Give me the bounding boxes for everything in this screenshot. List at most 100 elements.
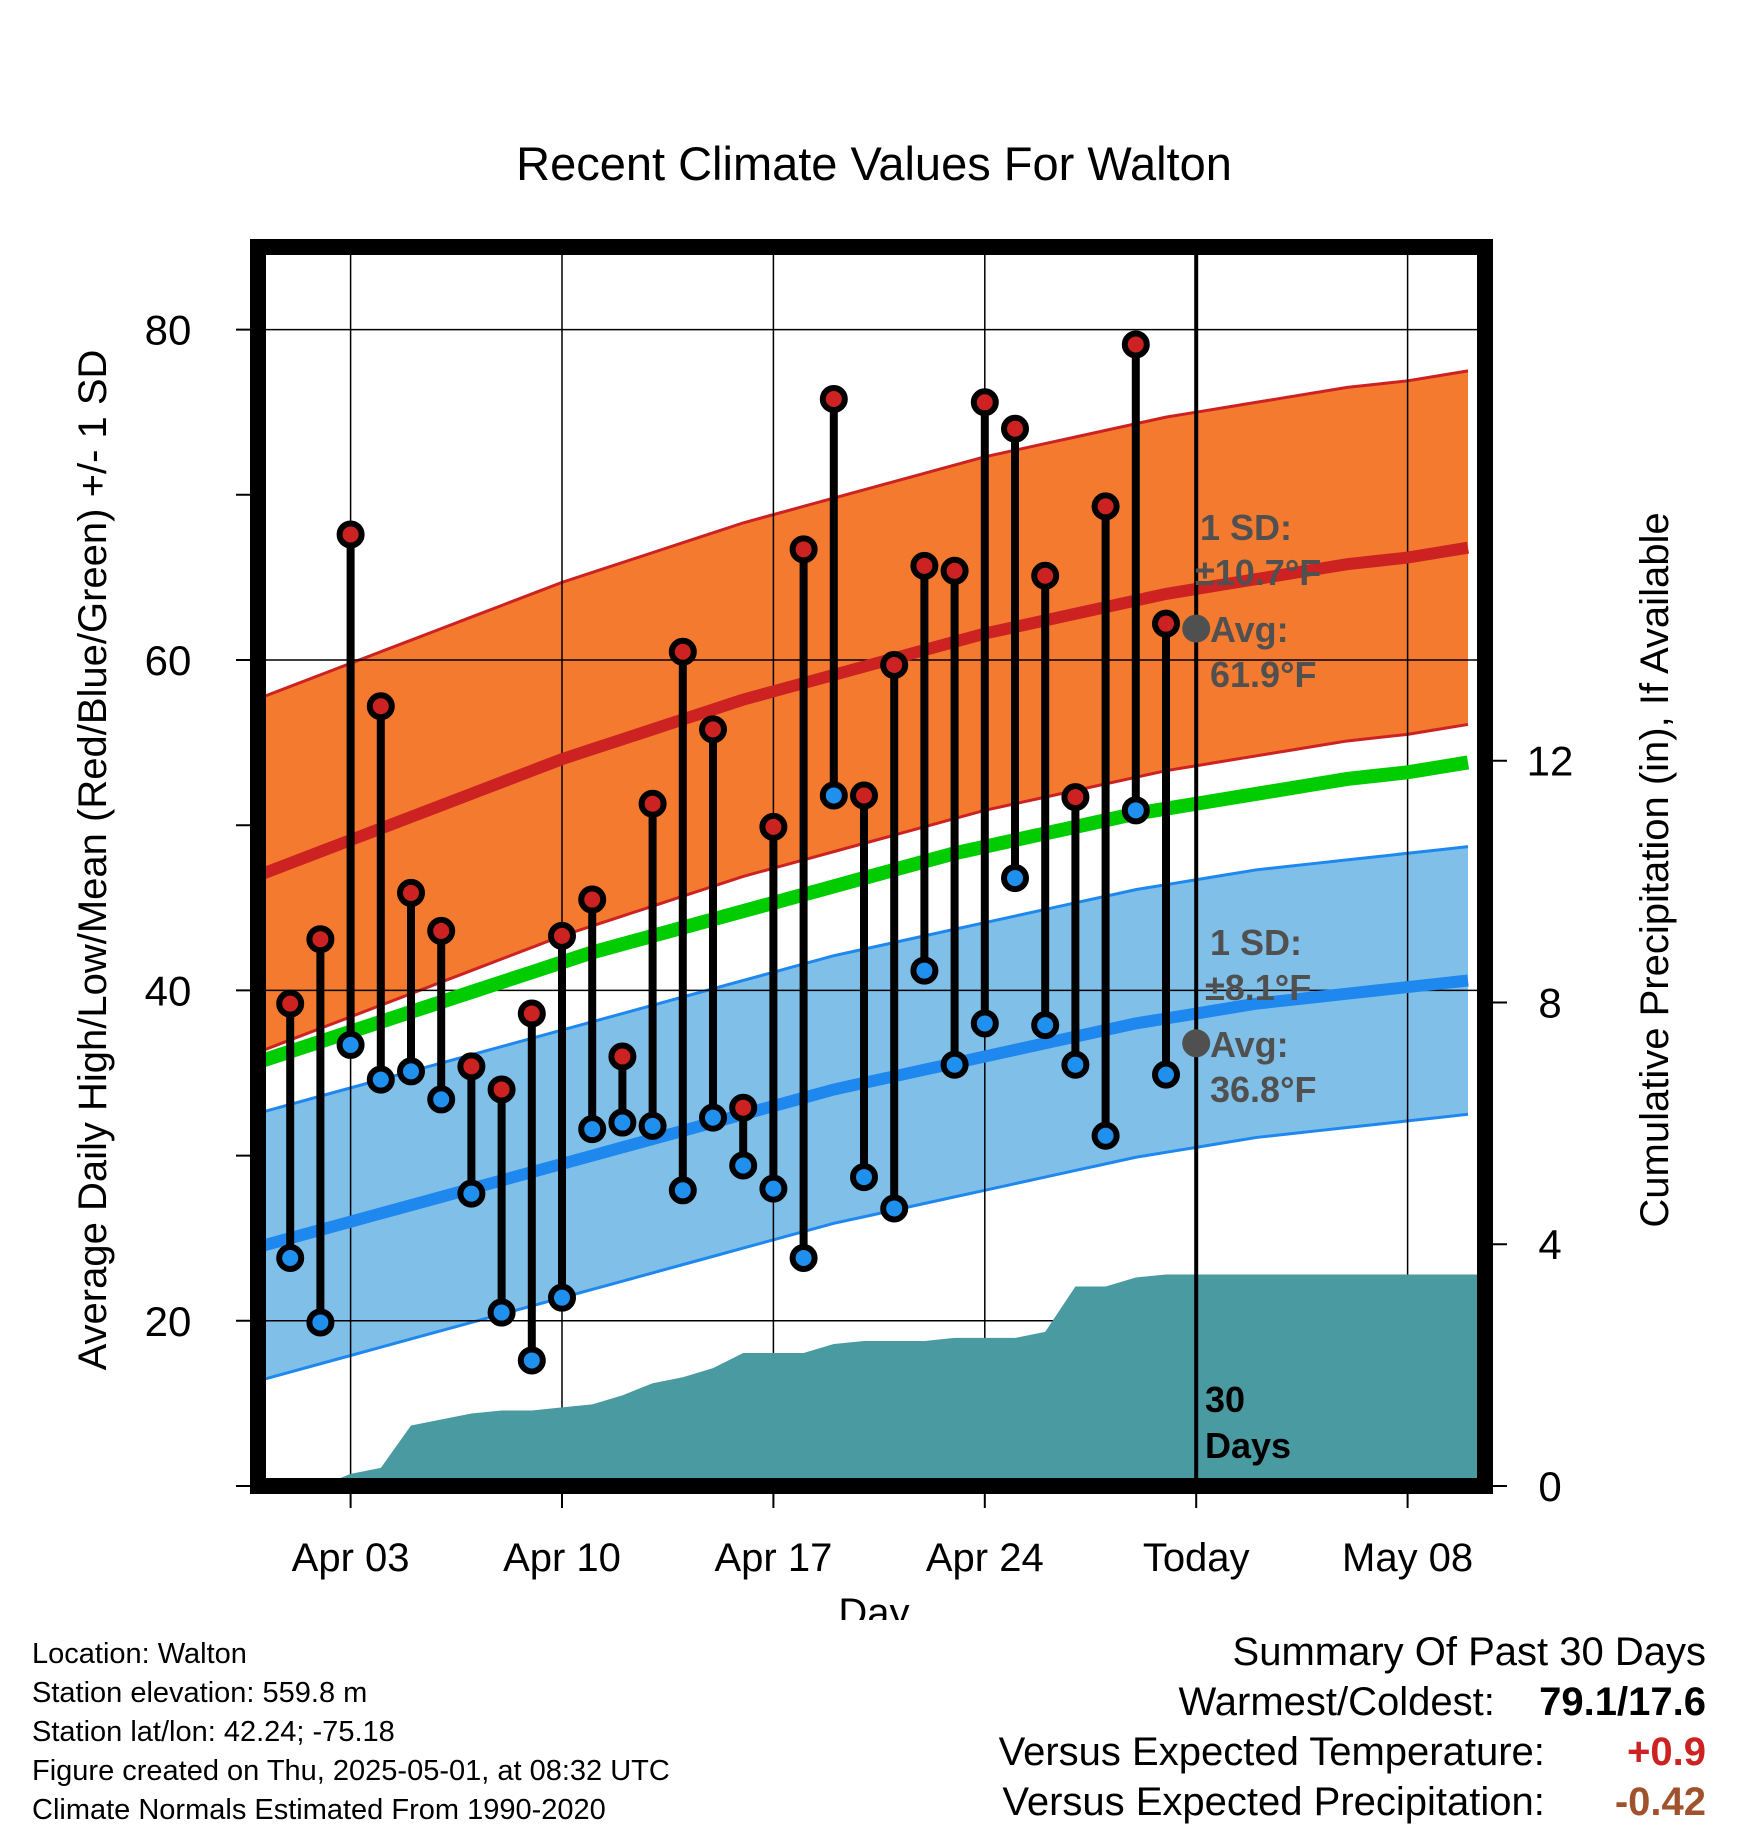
daily-high-point: [517, 999, 546, 1028]
summary-precip-row: Versus Expected Precipitation: -0.42: [999, 1777, 1706, 1827]
days-label-number: 30: [1205, 1379, 1245, 1420]
high-avg-label: Avg:: [1210, 609, 1289, 650]
elevation-text: Station elevation: 559.8 m: [32, 1677, 368, 1709]
y2-axis-label: Cumulative Precipitation (in), If Availa…: [1633, 512, 1677, 1227]
daily-high-point: [729, 1093, 758, 1122]
daily-high-point: [699, 715, 727, 744]
warmest-label: Warmest/Coldest:: [1178, 1680, 1495, 1724]
daily-low-point: [306, 1308, 335, 1337]
daily-high-point: [1001, 414, 1029, 443]
temp-label: Versus Expected Temperature:: [998, 1730, 1545, 1774]
created-text: Figure created on Thu, 2025-05-01, at 08…: [32, 1755, 670, 1787]
daily-high-point: [336, 520, 365, 549]
daily-high-point: [457, 1052, 486, 1081]
daily-low-point: [940, 1050, 969, 1079]
normal-high-line: [257, 541, 1469, 881]
x-axis-label: Day: [838, 1591, 909, 1620]
daily-high-point: [397, 878, 425, 907]
low-lower-edge: [259, 1112, 1469, 1382]
plot-frame: [250, 239, 1493, 1494]
daily-high-point: [548, 921, 576, 950]
y-tick-label: 80: [145, 307, 192, 354]
daily-high-point: [910, 551, 939, 580]
daily-high-point: [1091, 492, 1120, 521]
warmest-value: 79.1/17.6: [1539, 1680, 1706, 1724]
x-tick-label: Apr 17: [714, 1536, 832, 1580]
daily-high-point: [668, 637, 697, 666]
daily-low-point: [366, 1065, 395, 1094]
daily-low-point: [457, 1179, 486, 1208]
y-tick-label: 40: [145, 967, 192, 1014]
x-tick-label: Apr 10: [503, 1536, 621, 1580]
daily-high-point: [940, 556, 969, 585]
daily-low-point: [608, 1108, 637, 1137]
high-sd-label: 1 SD:: [1200, 507, 1292, 548]
daily-low-point: [487, 1298, 516, 1327]
summary-temp-row: Versus Expected Temperature: +0.9: [999, 1727, 1706, 1777]
summary-heading: Summary Of Past 30 Days: [1232, 1630, 1706, 1674]
high-avg-marker: [1182, 614, 1211, 643]
chart-title: Recent Climate Values For Walton: [516, 137, 1232, 190]
daily-high-point: [970, 388, 999, 417]
daily-low-point: [970, 1009, 999, 1038]
daily-low-point: [910, 956, 939, 985]
station-info: Location: Walton Station elevation: 559.…: [32, 1635, 670, 1830]
daily-low-point: [819, 781, 848, 810]
x-tick-label: Apr 24: [926, 1536, 1044, 1580]
daily-high-point: [578, 885, 607, 914]
y2-tick-label: 0: [1538, 1463, 1561, 1510]
daily-high-point: [608, 1042, 637, 1071]
y-tick-label: 20: [145, 1298, 192, 1345]
daily-high-point: [427, 916, 456, 945]
daily-high-point: [850, 781, 878, 810]
daily-low-point: [548, 1283, 576, 1312]
summary-warmest-row: Warmest/Coldest: 79.1/17.6: [999, 1677, 1707, 1727]
daily-high-point: [487, 1075, 516, 1104]
daily-high-point: [759, 812, 788, 841]
axes-layer: 20 40 60 80 0 4 8 12 Apr 03 Apr 10 Apr 17 Apr 24 Tod…: [145, 239, 1574, 1580]
daily-low-point: [789, 1244, 818, 1273]
daily-low-point: [578, 1115, 607, 1144]
daily-low-point: [427, 1085, 456, 1114]
daily-low-point: [1001, 864, 1029, 893]
daily-high-point: [880, 650, 909, 679]
daily-low-point: [276, 1244, 305, 1273]
daily-low-point: [1152, 1060, 1180, 1089]
y2-tick-label: 12: [1527, 738, 1574, 785]
precip-label: Versus Expected Precipitation:: [1002, 1780, 1545, 1824]
daily-low-point: [850, 1163, 878, 1192]
y-axis-label: Average Daily High/Low/Mean (Red/Blue/Gr…: [71, 350, 115, 1371]
low-avg-value: 36.8°F: [1210, 1069, 1316, 1110]
daily-low-point: [668, 1176, 697, 1205]
daily-high-point: [306, 925, 335, 954]
precip-area: [260, 1274, 1485, 1486]
daily-low-point: [638, 1111, 667, 1140]
daily-low-point: [517, 1346, 546, 1375]
daily-high-point: [1061, 783, 1090, 812]
y-tick-label: 60: [145, 637, 192, 684]
precip-layer: [260, 1274, 1485, 1486]
low-avg-marker: [1182, 1029, 1211, 1058]
daily-low-point: [1121, 796, 1150, 825]
x-tick-label: May 08: [1342, 1536, 1473, 1580]
daily-high-point: [789, 535, 818, 564]
daily-high-point: [276, 989, 305, 1018]
daily-bars-layer: [276, 330, 1180, 1375]
y2-tick-label: 4: [1538, 1221, 1561, 1268]
high-sd-value: ±10.7°F: [1195, 552, 1321, 593]
daily-high-point: [1121, 330, 1150, 359]
daily-high-point: [819, 384, 848, 413]
high-upper-edge: [259, 369, 1469, 700]
daily-low-point: [1091, 1121, 1120, 1150]
daily-low-point: [699, 1103, 727, 1132]
latlon-text: Station lat/lon: 42.24; -75.18: [32, 1716, 395, 1748]
x-tick-label: Today: [1143, 1536, 1250, 1580]
daily-low-point: [1031, 1011, 1060, 1040]
precip-value: -0.42: [1614, 1780, 1706, 1824]
daily-low-point: [1061, 1050, 1090, 1079]
high-avg-value: 61.9°F: [1210, 654, 1316, 695]
daily-low-point: [729, 1151, 758, 1180]
daily-low-point: [397, 1057, 425, 1086]
days-label-text: Days: [1205, 1425, 1291, 1466]
